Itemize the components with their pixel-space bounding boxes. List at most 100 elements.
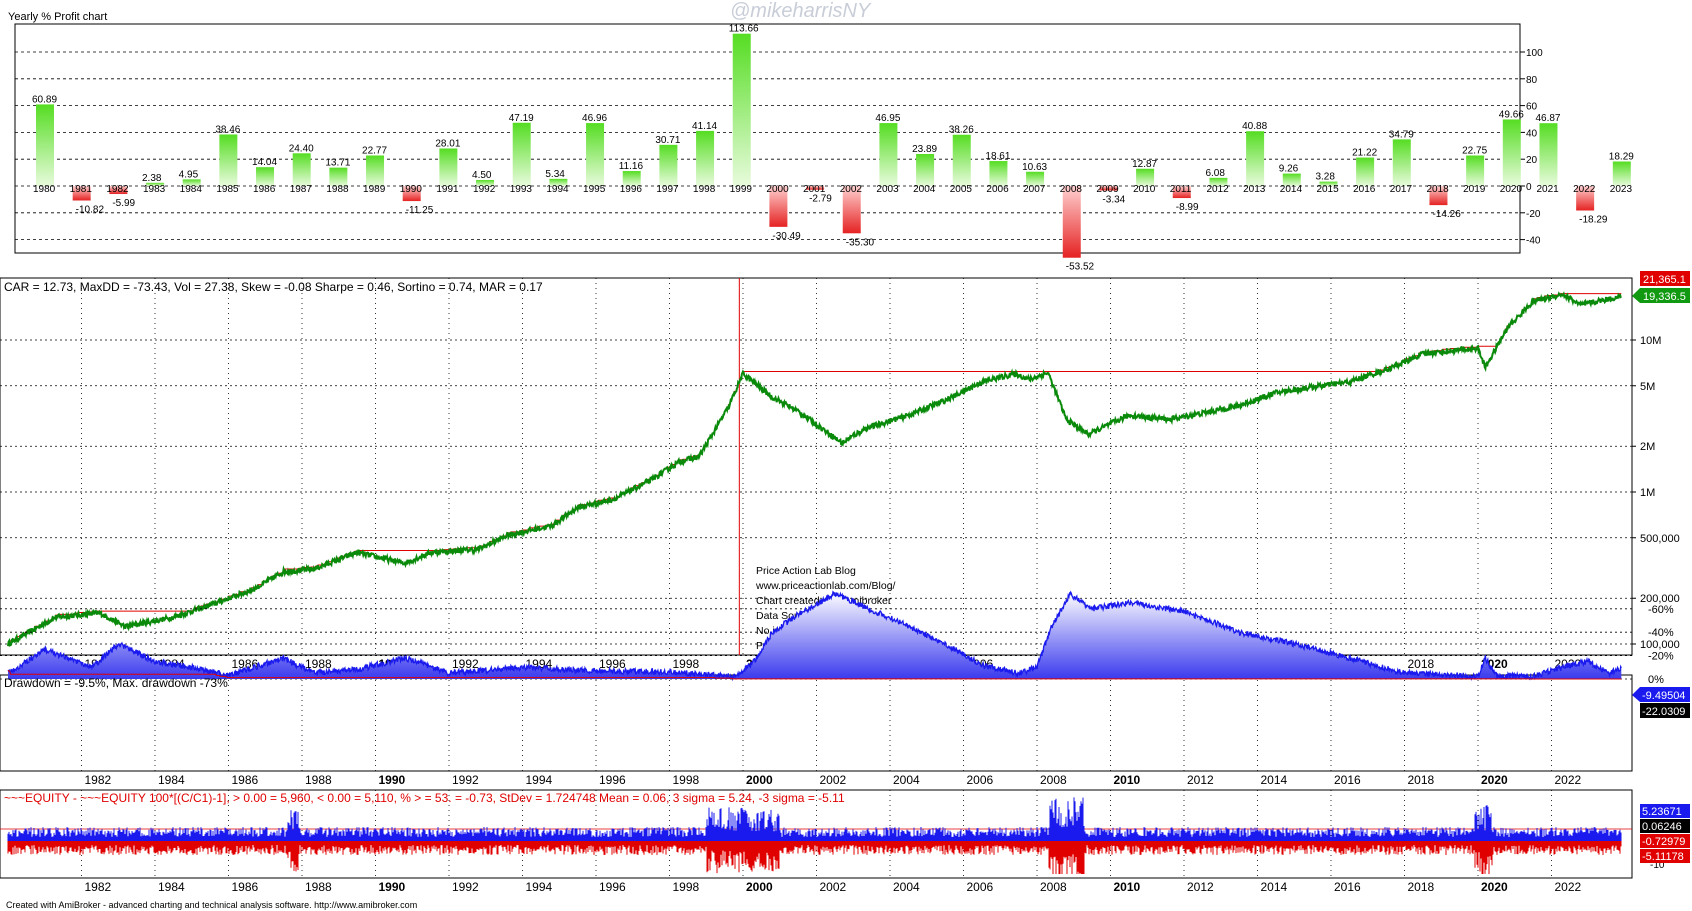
profit-bar-1983 (146, 182, 165, 186)
profit-bar-2019 (1466, 155, 1485, 186)
returns-value-label: -5.11178 (1642, 851, 1684, 863)
profit-y-tick-label: 40 (1526, 128, 1538, 139)
profit-year-label-1994: 1994 (546, 184, 569, 195)
drawdown-x-tick-label: 2010 (1114, 773, 1141, 787)
profit-value-label-2010: 12.87 (1132, 159, 1157, 170)
profit-year-label-2018: 2018 (1426, 184, 1449, 195)
returns-x-tick-label: 2004 (893, 880, 920, 894)
drawdown-x-tick-label: 1996 (599, 773, 626, 787)
equity-high-label: 21,365.1 (1643, 274, 1686, 286)
profit-year-label-2011: 2011 (1170, 184, 1192, 195)
profit-year-label-1992: 1992 (473, 184, 496, 195)
drawdown-y-tick-label: -60% (1648, 604, 1674, 616)
profit-value-label-1995: 46.96 (582, 113, 607, 124)
profit-value-label-2012: 6.08 (1205, 168, 1225, 179)
profit-year-label-2004: 2004 (913, 184, 936, 195)
profit-year-label-2006: 2006 (986, 184, 1009, 195)
profit-bar-2006 (989, 161, 1008, 186)
equity-y-tick-label: 5M (1640, 381, 1655, 393)
profit-year-label-2021: 2021 (1536, 184, 1559, 195)
profit-bar-2010 (1136, 168, 1155, 186)
drawdown-x-tick-label: 1998 (673, 773, 700, 787)
drawdown-max-box (1640, 703, 1690, 718)
returns-y-tick-label: -10 (1650, 860, 1665, 871)
profit-panel-frame (14, 23, 1521, 254)
profit-bar-2008 (1062, 186, 1081, 258)
drawdown-x-tick-label: 1982 (85, 773, 112, 787)
returns-x-tick-label: 2012 (1187, 880, 1214, 894)
profit-value-label-1990: -11.25 (406, 205, 434, 216)
profit-value-label-1996: 11.16 (619, 161, 644, 172)
returns-x-tick-label: 1994 (526, 880, 553, 894)
equity-high-box (1640, 271, 1690, 286)
profit-year-label-1990: 1990 (400, 184, 423, 195)
returns-x-tick-label: 1996 (599, 880, 626, 894)
profit-year-label-2013: 2013 (1243, 184, 1266, 195)
returns-value-box (1640, 804, 1690, 818)
profit-bar-2003 (879, 123, 898, 186)
profit-year-label-2019: 2019 (1463, 184, 1486, 195)
profit-year-label-2001: 2001 (803, 184, 826, 195)
profit-value-label-1997: 30.71 (655, 135, 680, 146)
profit-year-label-1997: 1997 (656, 184, 679, 195)
profit-y-tick-label: 80 (1526, 75, 1538, 86)
profit-value-label-2018: -14.26 (1432, 209, 1461, 220)
profit-y-tick-label: 60 (1526, 102, 1538, 113)
equity-x-tick-label: 1996 (599, 657, 626, 671)
profit-bar-2009 (1099, 186, 1118, 191)
profit-bar-2021 (1539, 123, 1558, 186)
returns-x-tick-label: 1992 (452, 880, 479, 894)
profit-bar-1985 (219, 134, 238, 186)
profit-bar-1988 (329, 167, 348, 186)
drawdown-y-tick-label: -20% (1648, 651, 1674, 663)
drawdown-x-tick-label: 1984 (158, 773, 185, 787)
profit-bar-2004 (916, 153, 935, 186)
profit-bar-1980 (36, 104, 54, 186)
profit-bar-1986 (256, 167, 275, 186)
profit-bar-2016 (1356, 157, 1375, 186)
drawdown-x-tick-label: 2022 (1555, 773, 1582, 787)
profit-y-tick-label: -40 (1526, 236, 1541, 247)
profit-value-label-1994: 5.34 (545, 169, 565, 180)
profit-value-label-2020: 49.66 (1499, 109, 1524, 120)
profit-value-label-1987: 24.40 (289, 143, 314, 154)
equity-x-tick-label: 1992 (452, 657, 479, 671)
profit-value-label-1991: 28.01 (435, 138, 460, 149)
profit-value-label-2011: -8.99 (1176, 202, 1199, 213)
equity-annotation-line: Price Action Lab Blog (756, 565, 856, 577)
profit-chart-title: Yearly % Profit chart (8, 11, 107, 23)
profit-value-label-2014: 9.26 (1279, 164, 1299, 175)
equity-x-tick-label: 1998 (673, 657, 700, 671)
equity-x-tick-label: 2018 (1408, 657, 1435, 671)
max-drawdown-line (7, 669, 1622, 680)
profit-year-label-1995: 1995 (583, 184, 606, 195)
profit-value-label-2001: -2.79 (809, 194, 832, 205)
returns-value-label: 0.06246 (1642, 821, 1682, 833)
profit-value-label-2009: -3.34 (1102, 194, 1125, 205)
profit-bar-1982 (109, 186, 128, 195)
profit-bar-1997 (659, 144, 678, 186)
returns-value-box (1640, 834, 1690, 848)
equity-annotation-line: www.priceactionlab.com/Blog/ (755, 580, 896, 592)
profit-value-label-1988: 13.71 (325, 158, 350, 169)
drawdown-y-tick-label: 0% (1648, 674, 1664, 686)
drawdown-x-tick-label: 2000 (746, 773, 773, 787)
profit-bar-2001 (806, 186, 825, 190)
profit-year-label-1991: 1991 (436, 184, 459, 195)
profit-year-label-2009: 2009 (1096, 184, 1119, 195)
returns-x-tick-label: 1982 (85, 880, 112, 894)
profit-bar-1995 (586, 123, 605, 186)
equity-panel-frame (0, 277, 1633, 656)
returns-x-tick-label: 1984 (158, 880, 185, 894)
returns-x-tick-label: 1998 (673, 880, 700, 894)
profit-year-label-1984: 1984 (180, 184, 203, 195)
profit-year-label-1981: 1981 (70, 184, 93, 195)
returns-x-tick-label: 2010 (1114, 880, 1141, 894)
profit-y-tick-label: 100 (1526, 48, 1543, 59)
drawdown-line (7, 590, 1622, 682)
profit-bar-1984 (182, 179, 201, 186)
profit-value-label-1981: -10.82 (76, 204, 105, 215)
returns-x-tick-label: 2020 (1481, 880, 1508, 894)
profit-bar-1999 (732, 33, 751, 186)
